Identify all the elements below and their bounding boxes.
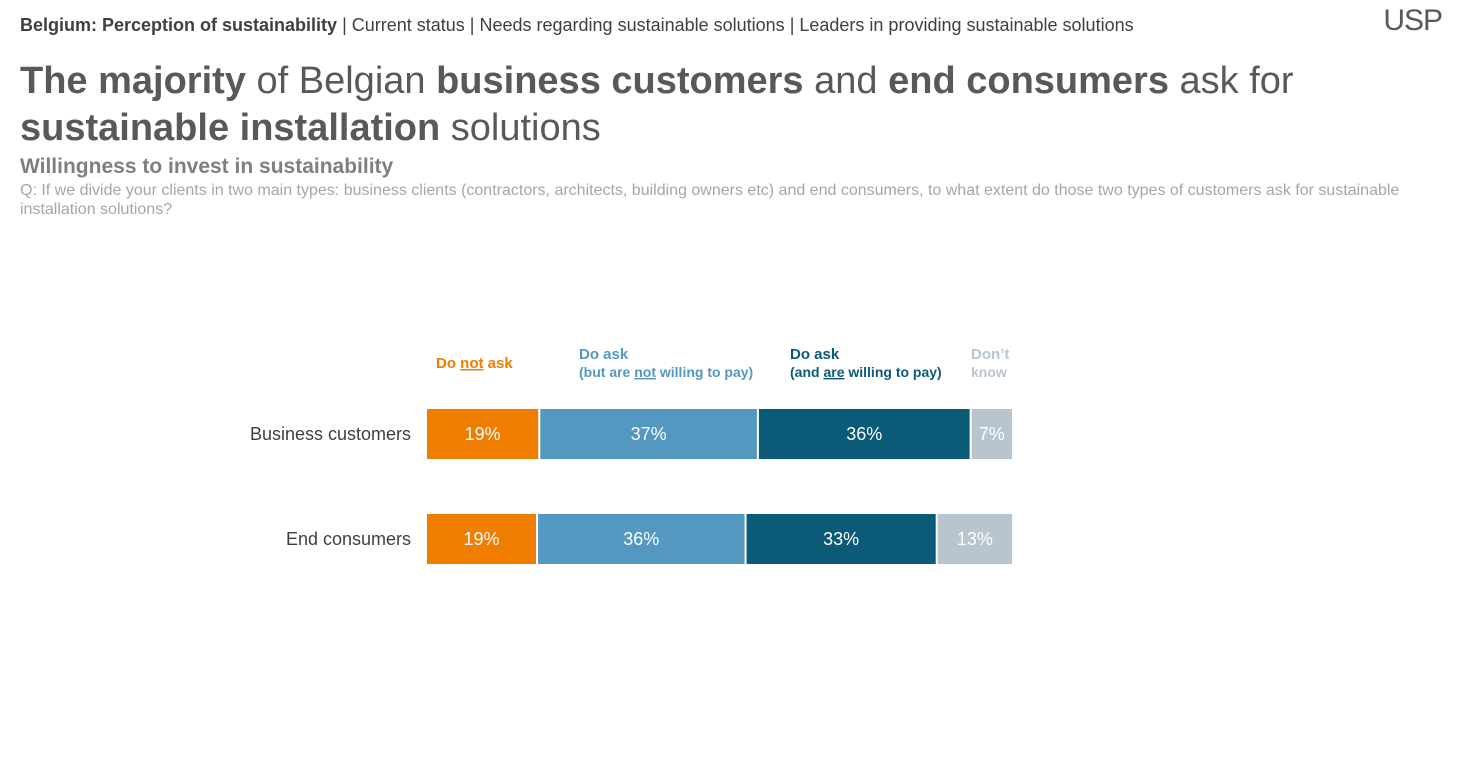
data-label: 36%: [623, 529, 659, 549]
headline-part: end consumers: [888, 60, 1169, 102]
data-label: 13%: [957, 529, 993, 549]
headline-part: sustainable installation: [20, 107, 441, 149]
bar-segment-ask_not_pay: [540, 409, 757, 459]
headline-part: and: [803, 60, 889, 102]
legend-ask_pay: (and are willing to pay): [790, 364, 942, 380]
bar-segment-not_ask: [427, 514, 537, 564]
bar-segment-dont_know: [971, 409, 1012, 459]
legend-ask_not_pay-line1: Do ask: [579, 346, 629, 363]
headline-part: The majority: [20, 60, 246, 102]
breadcrumb-separator: |: [789, 15, 795, 35]
category-label: End consumers: [286, 529, 411, 549]
headline-part: ask for: [1168, 60, 1294, 102]
headline-part: of Belgian: [245, 60, 437, 102]
breadcrumb-item-leaders[interactable]: Leaders in providing sustainable solutio…: [799, 15, 1134, 35]
data-label: 33%: [823, 529, 859, 549]
bar-segment-dont_know: [937, 514, 1012, 564]
bar-segment-ask_pay: [758, 409, 970, 459]
breadcrumb-separator: |: [342, 15, 347, 35]
legend-ask_not_pay: (but are not willing to pay): [579, 364, 753, 380]
data-label: 19%: [464, 529, 500, 549]
legend-dont_know-line1: Don’t: [971, 346, 1009, 363]
page-title: The majority of Belgian business custome…: [20, 58, 1440, 152]
legend-not_ask: Do not ask: [436, 355, 513, 372]
breadcrumb: Belgium: Perception of sustainability | Cu…: [20, 15, 1134, 36]
bar-segment-not_ask: [427, 409, 539, 459]
data-label: 7%: [979, 424, 1005, 444]
breadcrumb-item-needs[interactable]: Needs regarding sustainable solutions: [479, 15, 785, 35]
chart-subtitle: Willingness to invest in sustainability: [20, 155, 394, 178]
breadcrumb-item-current-status[interactable]: Current status: [351, 15, 465, 35]
usp-logo: USP: [1383, 4, 1443, 37]
headline-part: solutions: [440, 107, 601, 149]
bar-segment-ask_not_pay: [538, 514, 745, 564]
bar-segment-ask_pay: [746, 514, 936, 564]
headline-part: business customers: [436, 60, 804, 102]
data-label: 37%: [631, 424, 667, 444]
legend-ask_pay-line1: Do ask: [790, 346, 840, 363]
breadcrumb-separator: |: [469, 15, 475, 35]
category-label: Business customers: [250, 424, 411, 444]
survey-question: Q: If we divide your clients in two main…: [20, 182, 1400, 218]
data-label: 36%: [846, 424, 882, 444]
breadcrumb-active[interactable]: Belgium: Perception of sustainability: [20, 15, 338, 35]
legend-dont_know: know: [971, 364, 1007, 380]
data-label: 19%: [465, 424, 501, 444]
